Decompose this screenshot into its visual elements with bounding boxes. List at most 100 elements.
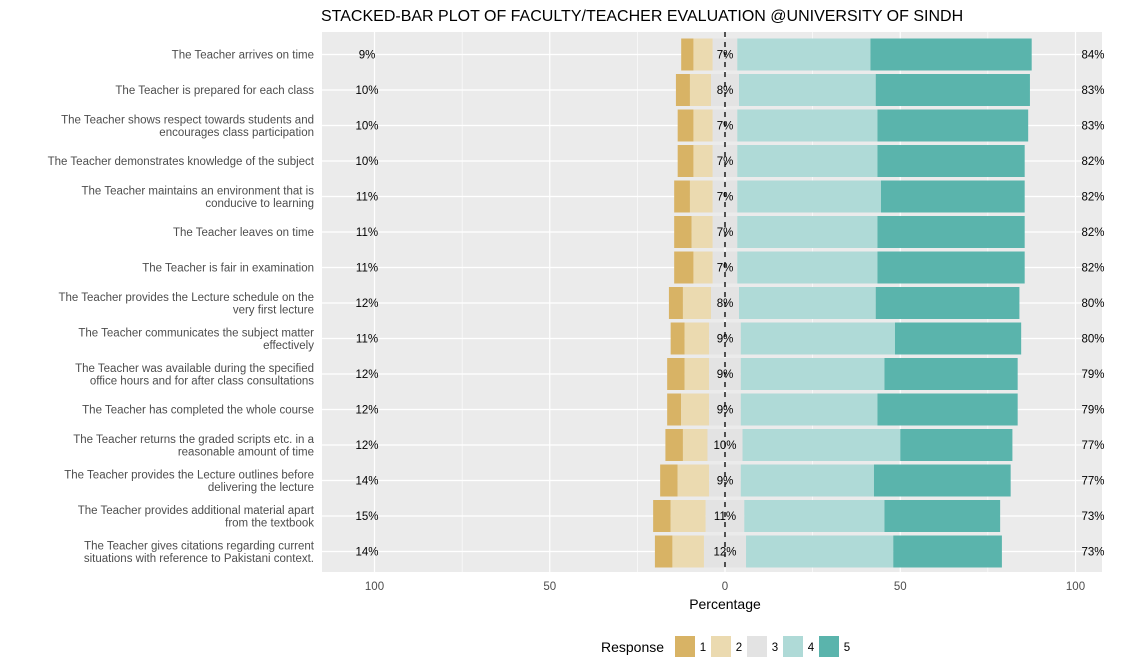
legend-label: 1	[700, 642, 706, 654]
category-label: The Teacher is fair in examination	[142, 263, 314, 275]
bar-segment-response-1	[660, 464, 678, 497]
bar-segment-response-4	[742, 429, 901, 461]
neutral-percent-label: 8%	[717, 85, 734, 97]
bar-segment-response-4	[746, 535, 894, 568]
neutral-percent-label: 9%	[717, 334, 734, 346]
high-percent-label: 82%	[1081, 263, 1104, 275]
bar-segment-response-1	[654, 535, 673, 568]
bar-segment-response-1	[665, 429, 683, 461]
low-percent-label: 15%	[355, 511, 378, 523]
legend-label: 3	[772, 642, 778, 654]
bar-segment-response-4	[740, 322, 895, 355]
bar-segment-response-5	[870, 38, 1032, 71]
category-label: The Teacher leaves on time	[173, 227, 314, 239]
bar-segment-response-1	[681, 38, 694, 71]
legend-key-2	[711, 636, 731, 657]
bar-segment-response-2	[677, 464, 710, 497]
bar-segment-response-4	[740, 393, 878, 426]
bar-segment-response-3	[712, 145, 738, 177]
low-percent-label: 9%	[359, 50, 376, 62]
bar-segment-response-5	[880, 180, 1025, 213]
neutral-percent-label: 12%	[713, 547, 736, 559]
legend-label: 4	[808, 642, 815, 654]
low-percent-label: 10%	[355, 156, 378, 168]
high-percent-label: 77%	[1081, 440, 1104, 452]
bars-layer	[653, 38, 1032, 568]
legend: Response 1 2 3 4 5	[601, 636, 850, 657]
bar-segment-response-3	[709, 322, 741, 355]
bar-segment-response-2	[682, 429, 708, 461]
bar-segment-response-4	[737, 251, 878, 284]
low-percent-label: 10%	[355, 121, 378, 133]
category-label: The Teacher provides additional material…	[78, 505, 315, 530]
bar-segment-response-4	[737, 180, 881, 213]
low-percent-label: 12%	[355, 369, 378, 381]
bar-segment-response-4	[739, 74, 876, 106]
bar-segment-response-4	[740, 464, 874, 497]
low-percent-label: 11%	[356, 263, 378, 275]
neutral-percent-label: 7%	[717, 192, 734, 204]
low-percent-label: 11%	[356, 227, 378, 239]
high-percent-label: 80%	[1081, 334, 1104, 346]
bar-segment-response-1	[667, 393, 682, 426]
low-percent-label: 14%	[355, 547, 378, 559]
bar-segment-response-5	[875, 287, 1020, 319]
bar-segment-response-1	[675, 74, 690, 106]
bar-segment-response-2	[691, 216, 713, 248]
bar-segment-response-4	[737, 145, 878, 177]
neutral-percent-label: 9%	[717, 405, 734, 417]
x-tick-label: 50	[543, 581, 556, 593]
bar-segment-response-2	[693, 38, 713, 71]
category-label: The Teacher is prepared for each class	[115, 85, 314, 97]
bar-segment-response-2	[689, 74, 711, 106]
category-label: The Teacher shows respect towards studen…	[61, 114, 314, 139]
bar-segment-response-2	[693, 145, 713, 177]
low-percent-label: 11%	[356, 334, 378, 346]
neutral-percent-label: 7%	[717, 227, 734, 239]
category-label: The Teacher demonstrates knowledge of th…	[48, 156, 315, 168]
neutral-percent-label: 7%	[717, 50, 734, 62]
bar-segment-response-5	[893, 535, 1002, 568]
bar-segment-response-3	[710, 74, 740, 106]
bar-segment-response-5	[877, 216, 1025, 248]
bar-segment-response-1	[670, 322, 685, 355]
category-labels-layer: The Teacher arrives on time The Teacher i…	[48, 50, 315, 565]
bar-segment-response-5	[884, 358, 1018, 390]
bar-segment-response-5	[894, 322, 1022, 355]
category-label: The Teacher communicates the subject mat…	[78, 327, 314, 352]
low-percent-label: 12%	[355, 298, 378, 310]
bar-segment-response-4	[737, 216, 878, 248]
bar-segment-response-1	[668, 287, 683, 319]
bar-segment-response-1	[653, 500, 671, 532]
high-percent-label: 73%	[1081, 547, 1104, 559]
high-percent-label: 84%	[1081, 50, 1104, 62]
bar-segment-response-4	[737, 109, 878, 142]
bar-segment-response-2	[682, 287, 711, 319]
bar-segment-response-2	[672, 535, 704, 568]
bar-segment-response-2	[670, 500, 706, 532]
category-label: The Teacher provides the Lecture schedul…	[58, 292, 314, 317]
bar-segment-response-4	[744, 500, 885, 532]
bar-segment-response-5	[875, 74, 1030, 106]
bar-segment-response-3	[709, 464, 741, 497]
neutral-percent-label: 8%	[717, 298, 734, 310]
bar-segment-response-5	[877, 393, 1018, 426]
category-label: The Teacher gives citations regarding cu…	[84, 540, 315, 565]
data-labels-layer: 9% 7% 84% 10% 8% 83% 10% 7% 83% 10% 7% 82% 11% 7% 82% 1…	[355, 50, 1104, 559]
bar-segment-response-1	[667, 358, 685, 390]
legend-key-1	[675, 636, 695, 657]
category-label: The Teacher returns the graded scripts e…	[73, 434, 314, 459]
category-label: The Teacher was available during the spe…	[75, 363, 314, 388]
chart-title: STACKED-BAR PLOT OF FACULTY/TEACHER EVAL…	[321, 8, 963, 25]
bar-segment-response-2	[693, 109, 713, 142]
category-label: The Teacher provides the Lecture outline…	[64, 469, 314, 494]
bar-segment-response-4	[740, 358, 885, 390]
neutral-percent-label: 7%	[717, 121, 734, 133]
legend-title: Response	[601, 639, 664, 655]
bar-segment-response-1	[674, 216, 692, 248]
neutral-percent-label: 10%	[713, 440, 736, 452]
bar-segment-response-5	[873, 464, 1011, 497]
high-percent-label: 79%	[1081, 405, 1104, 417]
